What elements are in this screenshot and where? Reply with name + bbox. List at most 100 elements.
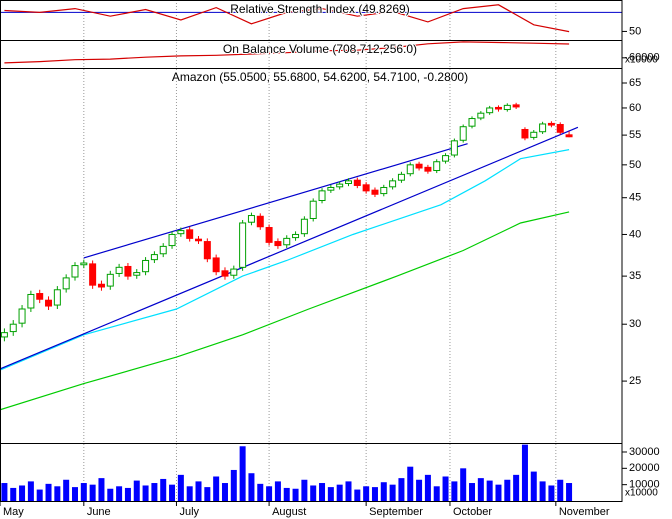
candle-body [556, 124, 564, 133]
volume-bar [301, 479, 308, 501]
candle-body [450, 140, 458, 156]
line [0, 149, 570, 371]
volume-bar [539, 481, 546, 501]
candle-body [80, 262, 88, 266]
candle-body [371, 189, 379, 195]
panel-title: Amazon (55.0500, 55.6800, 54.6200, 54.71… [172, 70, 468, 84]
candle-body [530, 131, 538, 138]
y-tick-label: 10000 [629, 479, 660, 491]
x-tick-label: July [179, 506, 199, 518]
candle-body [97, 283, 105, 288]
volume-bar [27, 481, 34, 501]
candle-body [106, 273, 114, 287]
panel [1, 444, 573, 501]
candle-body [212, 257, 220, 273]
unit-label: x10000 [625, 55, 658, 66]
volume-bar [363, 486, 370, 501]
volume-bar [213, 476, 220, 501]
volume-bar [504, 479, 511, 501]
volume-bar [433, 486, 440, 501]
y-tick-label: 60000 [629, 52, 660, 64]
x-tick-label: November [559, 506, 610, 518]
y-tick-label: 20000 [629, 462, 660, 474]
candle-body [397, 173, 405, 181]
candle-body [9, 323, 17, 333]
y-tick-label: 40 [629, 228, 641, 240]
y-tick-label: 30000 [629, 446, 660, 458]
volume-bar [486, 480, 493, 501]
candle-body [380, 186, 388, 195]
panel [0, 4, 622, 33]
candle-body [265, 227, 273, 243]
volume-bar [354, 489, 361, 501]
candle-body [565, 134, 573, 138]
volume-bar [116, 486, 123, 501]
panel-title: Relative Strength Index (49.8269) [230, 2, 409, 16]
y-tick-label: 65 [629, 77, 641, 89]
volume-bar [230, 469, 237, 501]
candle-body [309, 200, 317, 219]
x-tick-label: May [3, 506, 24, 518]
volume-bar [336, 484, 343, 501]
candle-body [353, 179, 361, 186]
y-tick-label: 25 [629, 375, 641, 387]
volume-bar [195, 481, 202, 501]
volume-bar [19, 485, 26, 501]
candle-body [300, 218, 308, 235]
candle-body [142, 259, 150, 273]
candle-body [406, 164, 414, 175]
volume-bar [283, 487, 290, 501]
candle-body [424, 166, 432, 172]
volume-bar [548, 485, 555, 501]
line [83, 143, 468, 259]
candle-body [512, 104, 520, 108]
candle-body [62, 277, 70, 290]
volume-bar [319, 483, 326, 501]
candle-body [124, 265, 132, 277]
candle-body [459, 126, 467, 141]
panel-border [0, 443, 623, 502]
volume-bar [557, 479, 564, 501]
volume-bar [371, 487, 378, 501]
x-tick-label: October [453, 506, 492, 518]
candle-body [177, 230, 185, 235]
y-tick-label: 30 [629, 318, 641, 330]
candle-body [133, 272, 141, 276]
volume-bar [266, 486, 273, 501]
candle-body [486, 107, 494, 114]
volume-bar [160, 478, 167, 501]
volume-bar [36, 489, 43, 501]
volume-bar [310, 485, 317, 501]
volume-bar [530, 471, 537, 501]
volume-bar [186, 486, 193, 501]
candle-body [327, 186, 335, 191]
volume-bar [451, 481, 458, 501]
candle-body [292, 233, 300, 239]
volume-bar [89, 484, 96, 501]
x-tick-label: September [369, 506, 423, 518]
volume-bar [389, 484, 396, 501]
line [0, 126, 579, 370]
volume-bar [460, 468, 467, 501]
candle-body [221, 270, 229, 277]
panel [0, 102, 579, 411]
y-tick-label: 45 [629, 192, 641, 204]
volume-bar [177, 474, 184, 501]
volume-bar [98, 478, 105, 501]
volume-bar [142, 485, 149, 501]
candle-body [442, 155, 450, 162]
volume-bar [54, 486, 61, 501]
volume-bar [513, 474, 520, 501]
candle-body [247, 215, 255, 223]
volume-bar [10, 487, 17, 501]
volume-bar [248, 473, 255, 501]
volume-bar [151, 483, 158, 501]
volume-bar [204, 487, 211, 501]
y-tick-label: 50 [629, 159, 641, 171]
candle-body [336, 183, 344, 188]
volume-bar [407, 466, 414, 501]
volume-bar [274, 481, 281, 501]
candle-body [203, 241, 211, 260]
volume-bar [107, 488, 114, 501]
